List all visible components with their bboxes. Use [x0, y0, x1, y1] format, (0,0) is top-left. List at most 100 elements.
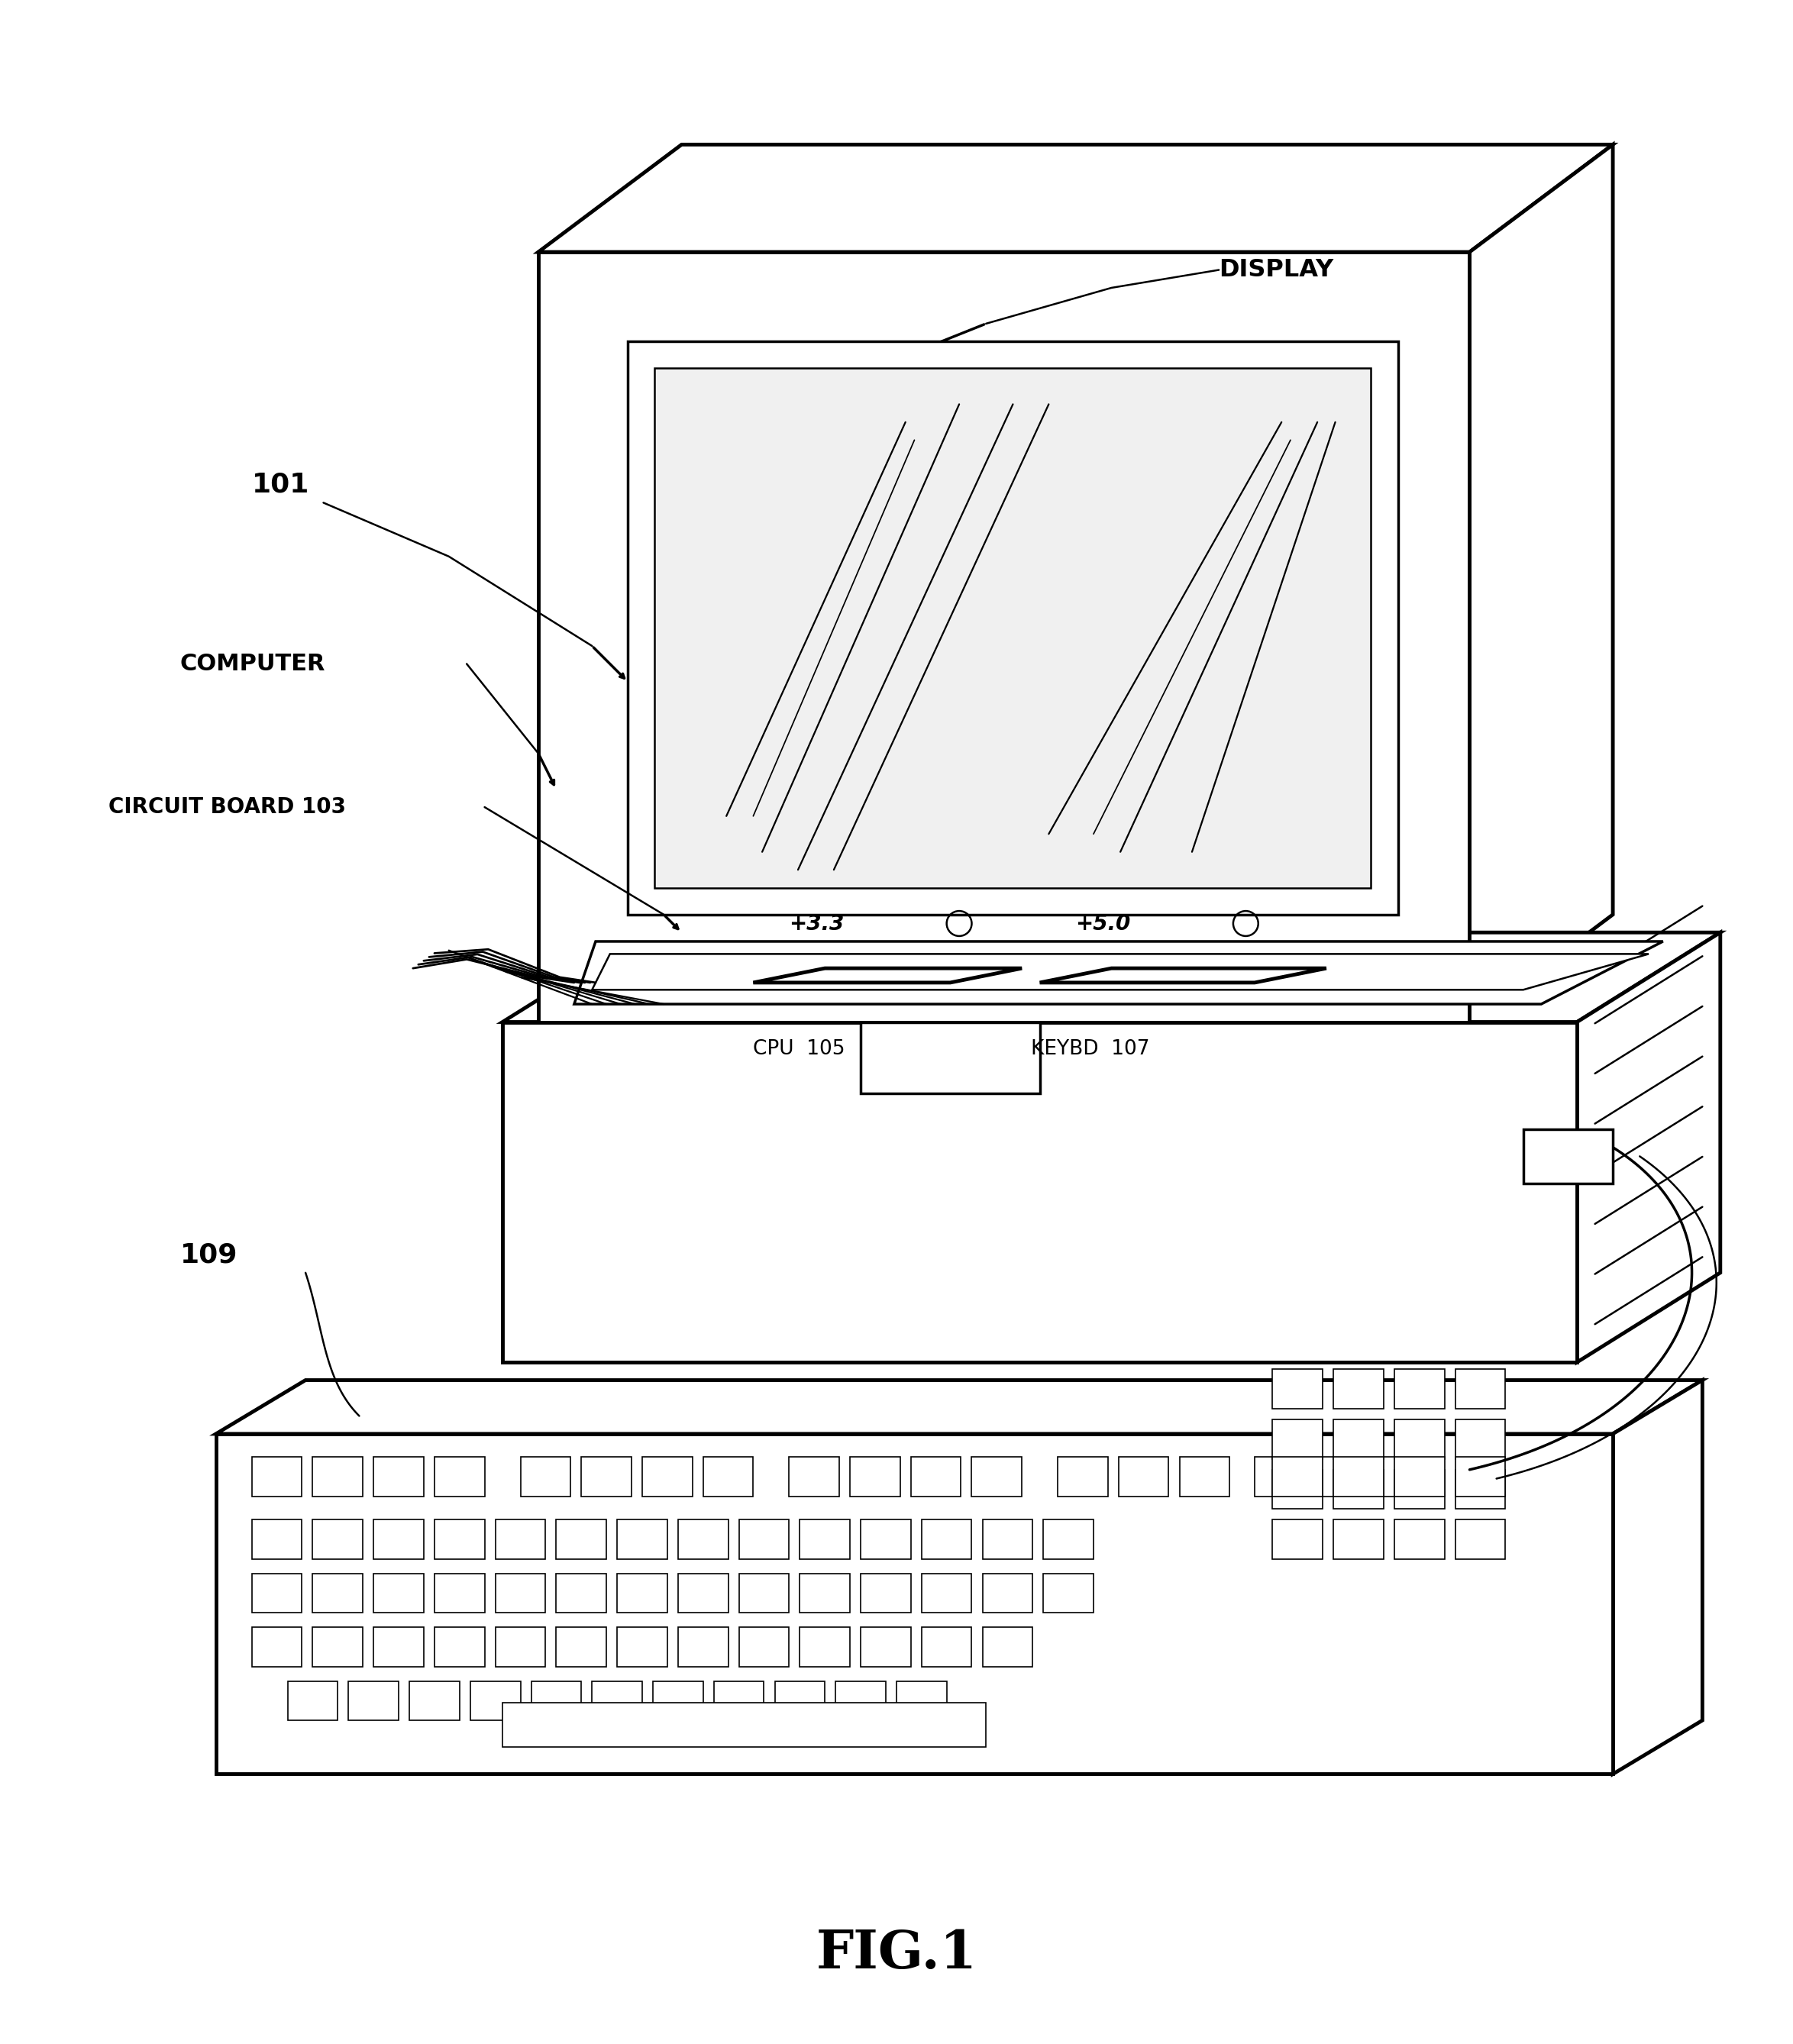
Polygon shape [287, 1680, 337, 1721]
Polygon shape [373, 1574, 423, 1613]
Polygon shape [800, 1574, 850, 1613]
Polygon shape [1456, 1470, 1506, 1508]
Text: CPU  105: CPU 105 [753, 1038, 845, 1059]
Polygon shape [312, 1627, 362, 1666]
Polygon shape [434, 1457, 484, 1496]
Polygon shape [983, 1574, 1033, 1613]
Polygon shape [1044, 1521, 1094, 1560]
Polygon shape [617, 1521, 667, 1560]
Polygon shape [678, 1521, 728, 1560]
Text: +3.3: +3.3 [789, 914, 845, 934]
Polygon shape [628, 341, 1399, 914]
Polygon shape [836, 1680, 886, 1721]
Text: KEYBD  107: KEYBD 107 [1031, 1038, 1149, 1059]
Polygon shape [972, 1457, 1022, 1496]
Polygon shape [592, 1680, 642, 1721]
Polygon shape [1395, 1419, 1445, 1459]
Polygon shape [1273, 1521, 1323, 1560]
Polygon shape [800, 1521, 850, 1560]
Polygon shape [556, 1521, 606, 1560]
Polygon shape [1395, 1470, 1445, 1508]
Polygon shape [1578, 932, 1719, 1361]
Polygon shape [434, 1574, 484, 1613]
Polygon shape [714, 1680, 764, 1721]
Polygon shape [1040, 969, 1327, 983]
Polygon shape [502, 1022, 1578, 1361]
Polygon shape [861, 1521, 911, 1560]
Polygon shape [1255, 1457, 1305, 1496]
Polygon shape [1395, 1369, 1445, 1408]
Polygon shape [531, 1680, 581, 1721]
Text: 109: 109 [179, 1243, 238, 1267]
Polygon shape [373, 1627, 423, 1666]
Polygon shape [861, 1627, 911, 1666]
Polygon shape [1334, 1369, 1384, 1408]
Polygon shape [251, 1627, 301, 1666]
Polygon shape [678, 1574, 728, 1613]
Polygon shape [753, 969, 1022, 983]
Polygon shape [983, 1521, 1033, 1560]
Text: CIRCUIT BOARD 103: CIRCUIT BOARD 103 [109, 797, 346, 818]
Polygon shape [1377, 1457, 1427, 1496]
Polygon shape [1334, 1521, 1384, 1560]
Polygon shape [470, 1680, 520, 1721]
Polygon shape [922, 1627, 972, 1666]
Polygon shape [373, 1521, 423, 1560]
Polygon shape [592, 955, 1650, 989]
Polygon shape [1058, 1457, 1108, 1496]
Polygon shape [617, 1574, 667, 1613]
Polygon shape [1395, 1457, 1445, 1496]
Polygon shape [434, 1627, 484, 1666]
Polygon shape [312, 1521, 362, 1560]
Polygon shape [215, 1380, 1702, 1433]
Text: DISPLAY: DISPLAY [1219, 258, 1334, 282]
Polygon shape [409, 1680, 459, 1721]
Polygon shape [574, 942, 1662, 1004]
Polygon shape [617, 1627, 667, 1666]
Polygon shape [1456, 1457, 1506, 1496]
Polygon shape [1273, 1457, 1323, 1496]
Polygon shape [1524, 1130, 1614, 1183]
Polygon shape [739, 1521, 789, 1560]
Polygon shape [775, 1680, 825, 1721]
Polygon shape [739, 1574, 789, 1613]
Polygon shape [556, 1574, 606, 1613]
Polygon shape [654, 368, 1372, 887]
Polygon shape [1456, 1369, 1506, 1408]
Polygon shape [348, 1680, 398, 1721]
Text: COMPUTER: COMPUTER [179, 652, 326, 675]
Polygon shape [1395, 1521, 1445, 1560]
Polygon shape [581, 1457, 631, 1496]
Polygon shape [495, 1521, 545, 1560]
Polygon shape [520, 1457, 570, 1496]
Polygon shape [251, 1457, 301, 1496]
Polygon shape [911, 1457, 961, 1496]
Polygon shape [789, 1457, 839, 1496]
Polygon shape [538, 145, 1614, 251]
Polygon shape [434, 1521, 484, 1560]
Polygon shape [1470, 145, 1614, 1022]
Polygon shape [642, 1457, 692, 1496]
Polygon shape [739, 1627, 789, 1666]
Polygon shape [251, 1521, 301, 1560]
Polygon shape [1334, 1457, 1384, 1496]
Polygon shape [373, 1457, 423, 1496]
Polygon shape [312, 1574, 362, 1613]
Polygon shape [1273, 1369, 1323, 1408]
Text: FIG.1: FIG.1 [816, 1927, 977, 1979]
Polygon shape [850, 1457, 900, 1496]
Polygon shape [896, 1680, 947, 1721]
Polygon shape [983, 1627, 1033, 1666]
Polygon shape [502, 1703, 986, 1748]
Polygon shape [1334, 1419, 1384, 1459]
Polygon shape [922, 1521, 972, 1560]
Polygon shape [1334, 1470, 1384, 1508]
Polygon shape [1614, 1380, 1702, 1774]
Polygon shape [922, 1574, 972, 1613]
Text: +5.0: +5.0 [1076, 914, 1131, 934]
Polygon shape [556, 1627, 606, 1666]
Polygon shape [495, 1627, 545, 1666]
Polygon shape [1316, 1457, 1366, 1496]
Polygon shape [215, 1433, 1614, 1774]
Polygon shape [1180, 1457, 1230, 1496]
